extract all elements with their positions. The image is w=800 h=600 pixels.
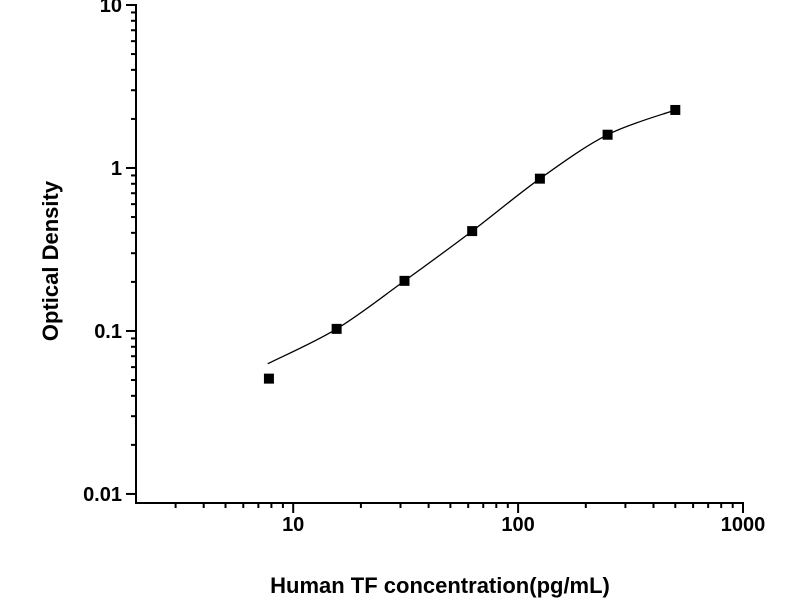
x-tick-label: 100 <box>501 514 534 536</box>
y-tick-label: 10 <box>100 0 122 17</box>
y-axis-title: Optical Density <box>38 180 63 342</box>
data-point-marker <box>602 129 613 140</box>
y-tick-label: 0.01 <box>83 484 122 506</box>
data-point-marker <box>467 226 478 237</box>
x-tick-label: 1000 <box>721 514 766 536</box>
fit-curve <box>267 109 676 365</box>
data-point-marker <box>399 275 410 286</box>
data-point-marker <box>263 373 274 384</box>
data-point-marker <box>670 104 681 115</box>
data-point-marker <box>331 323 342 334</box>
y-tick-label: 1 <box>111 158 122 180</box>
x-axis-title: Human TF concentration(pg/mL) <box>270 573 610 598</box>
y-tick-label: 0.1 <box>94 321 122 343</box>
x-tick-label: 10 <box>282 514 304 536</box>
data-point-marker <box>534 173 545 184</box>
